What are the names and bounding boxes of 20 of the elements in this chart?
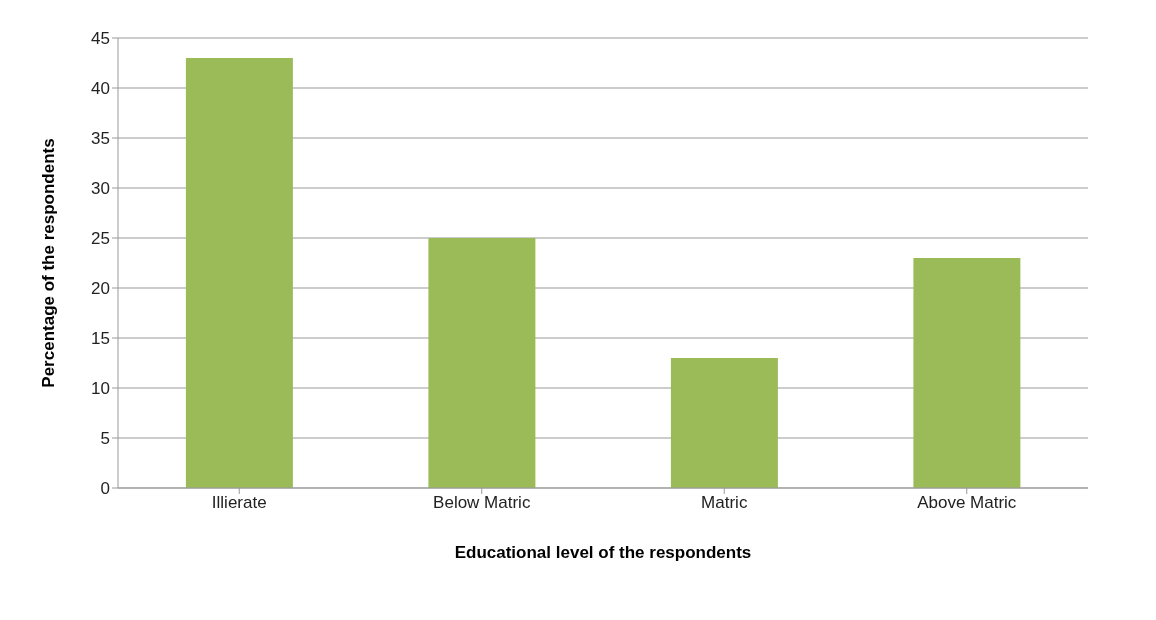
- x-tick-label: Illierate: [211, 493, 267, 513]
- y-tick-label: 0: [100, 479, 110, 499]
- x-tick-label: Below Matric: [433, 493, 531, 513]
- x-tick-label: Above Matric: [917, 493, 1017, 513]
- bar: [185, 58, 293, 488]
- y-tick-label: 20: [91, 279, 110, 299]
- bar: [670, 358, 778, 488]
- x-tick-label: Matric: [701, 493, 748, 513]
- y-tick-label: 40: [91, 79, 110, 99]
- y-axis-title: Percentage of the respondents: [39, 138, 59, 388]
- y-tick-label: 25: [91, 229, 110, 249]
- y-tick-label: 30: [91, 179, 110, 199]
- y-tick-label: 35: [91, 129, 110, 149]
- y-tick-label: 5: [100, 429, 110, 449]
- y-tick-label: 15: [91, 329, 110, 349]
- x-axis-title: Educational level of the respondents: [454, 543, 752, 562]
- y-tick-label: 45: [91, 29, 110, 49]
- bar: [428, 238, 536, 488]
- bar: [913, 258, 1021, 488]
- y-tick-label: 10: [91, 379, 110, 399]
